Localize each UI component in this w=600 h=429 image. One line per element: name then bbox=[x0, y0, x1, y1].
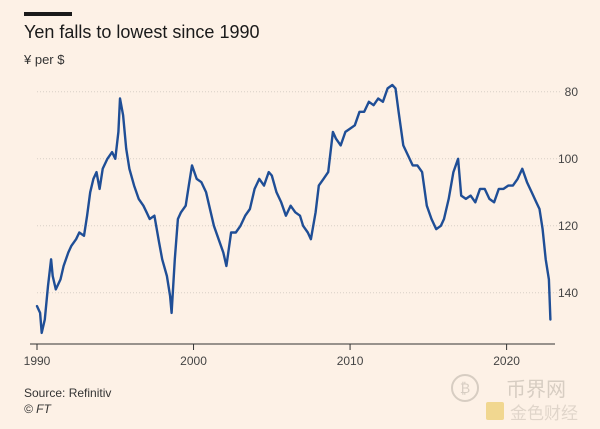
x-tick-label: 2000 bbox=[180, 354, 207, 368]
x-tick-label: 2010 bbox=[337, 354, 364, 368]
chart-title: Yen falls to lowest since 1990 bbox=[24, 22, 260, 42]
y-tick-label: 100 bbox=[558, 152, 578, 166]
watermark-text-1: 币界网 bbox=[506, 377, 566, 401]
chart-subtitle: ¥ per $ bbox=[24, 52, 65, 67]
yen-series-line bbox=[35, 83, 552, 335]
title-rule bbox=[24, 12, 72, 16]
y-tick-label: 120 bbox=[558, 219, 578, 233]
bitcoin-icon bbox=[451, 374, 479, 402]
gold-logo-icon bbox=[486, 402, 504, 420]
watermark-text-2: 金色财经 bbox=[510, 404, 578, 424]
watermark-logo: ₿ 币界网 金色财经 bbox=[451, 374, 578, 424]
svg-text:₿: ₿ bbox=[460, 381, 470, 397]
ft-credit: © FT bbox=[24, 402, 51, 416]
x-tick-label: 2020 bbox=[493, 354, 520, 368]
y-tick-label: 80 bbox=[565, 85, 579, 99]
y-tick-label: 140 bbox=[558, 286, 578, 300]
source-note: Source: Refinitiv bbox=[24, 386, 112, 400]
x-tick-label: 1990 bbox=[24, 354, 51, 368]
